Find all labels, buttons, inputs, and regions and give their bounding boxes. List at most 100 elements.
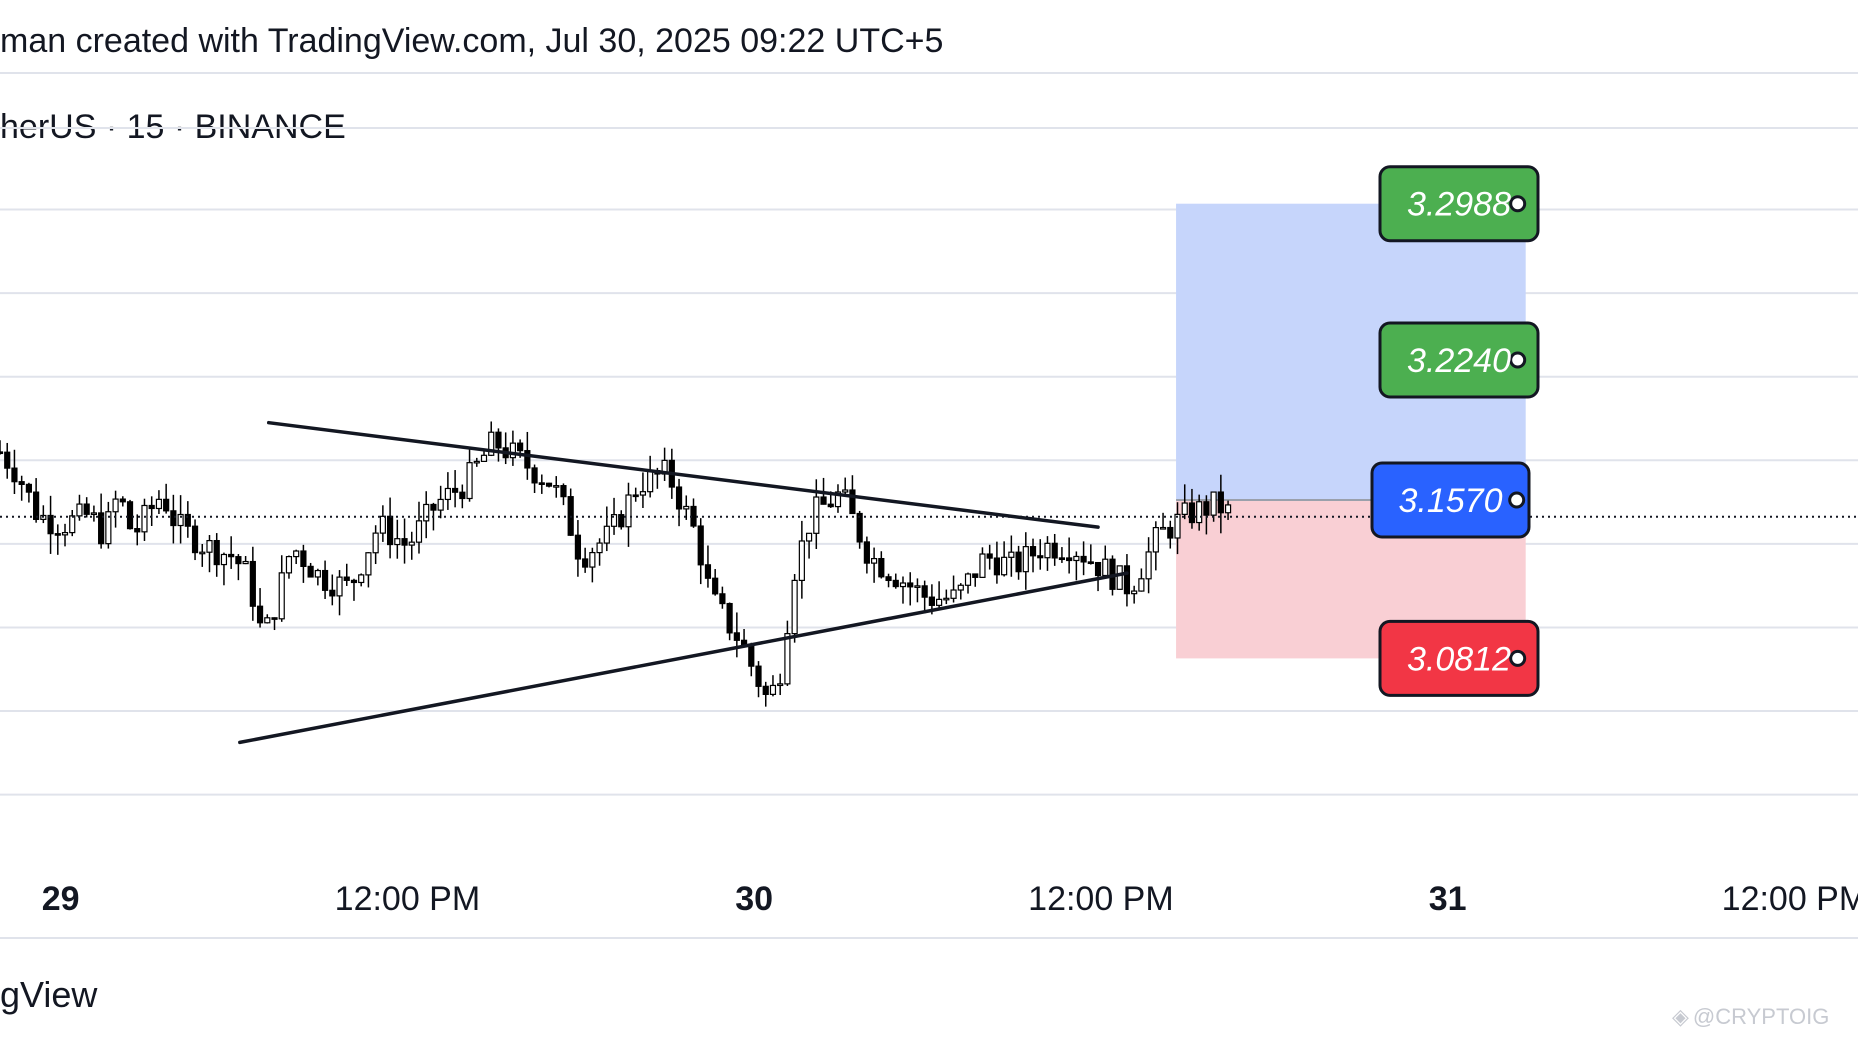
candle-body (748, 645, 755, 667)
candle-body (769, 684, 777, 695)
candle-body (1094, 561, 1102, 577)
candle-body (1058, 557, 1066, 561)
candle-body (444, 487, 451, 501)
candle-body (134, 528, 141, 533)
candle-body (47, 514, 54, 535)
candle-body (986, 553, 993, 559)
candle-body (452, 487, 459, 493)
candle-body (849, 489, 856, 515)
candle-body (350, 579, 358, 584)
badge-label: 3.1570 (1399, 482, 1503, 520)
price-badges[interactable]: 3.2988 3.2240 3.1570 3.0812 (1370, 165, 1540, 697)
candle-body (820, 496, 827, 505)
price-badge[interactable]: 3.2988 (1378, 165, 1540, 243)
x-tick-label: 31 (1429, 880, 1467, 918)
badge-box (1378, 321, 1540, 399)
candle-body (784, 633, 791, 685)
candle-body (842, 489, 849, 493)
candle-body (1181, 502, 1188, 515)
candle-body (762, 685, 769, 695)
candle-body (574, 534, 582, 560)
price-badge[interactable]: 3.2240 (1378, 321, 1540, 399)
candle-body (480, 454, 488, 462)
candle-body (683, 505, 690, 510)
candle-body (386, 515, 394, 546)
trendline-upper (266, 420, 1100, 529)
candle-body (199, 551, 206, 555)
price-badge[interactable]: 3.0812 (1378, 619, 1540, 697)
candle-body (545, 482, 553, 487)
x-tick-label: 12:00 PM (335, 880, 481, 918)
candle-body (98, 512, 105, 545)
candle-body (343, 576, 350, 581)
candle-body (509, 442, 517, 459)
watermark-text: @CRYPTOIG (1692, 1004, 1830, 1029)
x-tick-label: 12:00 PM (1028, 880, 1174, 918)
diamond-icon: ◈ (1672, 1004, 1689, 1029)
candle-body (83, 503, 90, 515)
candle-body (921, 585, 928, 598)
candle-body (33, 491, 40, 520)
candle-body (805, 532, 813, 542)
x-tick-label: 12:00 PM (1722, 880, 1858, 918)
candle-body (321, 569, 329, 591)
candle-body (61, 532, 69, 536)
candle-body (885, 576, 892, 582)
candle-body (538, 482, 545, 485)
candle-body (473, 460, 480, 464)
candle-body (950, 589, 957, 599)
candle-body (964, 573, 972, 586)
candle-body (54, 533, 61, 536)
candle-body (560, 485, 567, 498)
candle-body (1174, 513, 1181, 539)
x-tick-label: 29 (42, 880, 80, 918)
candle-body (993, 557, 1001, 576)
trendlines[interactable] (238, 420, 1129, 745)
candle-body (1138, 578, 1145, 592)
candle-body (285, 555, 293, 574)
candle-body (1196, 501, 1203, 524)
footer-brand: gView (0, 974, 98, 1015)
candle-body (1029, 546, 1037, 557)
candle-body (618, 514, 625, 528)
candle-body (18, 481, 25, 485)
candle-body (870, 557, 878, 564)
candle-body (1152, 527, 1159, 553)
candle-body (972, 573, 979, 578)
candle-body (1217, 491, 1224, 514)
candle-body (777, 683, 784, 687)
candle-body (892, 579, 899, 588)
candle-body (184, 513, 191, 527)
candle-body (336, 576, 343, 597)
candle-body (408, 541, 415, 546)
candle-body (379, 515, 386, 534)
candle-body (206, 539, 213, 553)
candle-body (899, 582, 907, 588)
grid-lines (0, 127, 1858, 796)
watermark: ◈ @CRYPTOIG (1672, 1004, 1829, 1030)
badge-label: 3.0812 (1407, 640, 1511, 678)
candle-body (69, 515, 76, 534)
candle-body (141, 504, 148, 533)
price-badge[interactable]: 3.1570 (1370, 461, 1531, 539)
candle-body (1087, 561, 1094, 565)
symbol-legend: herUS · 15 · BINANCE (0, 108, 346, 146)
candle-body (1080, 555, 1087, 563)
candle-body (719, 593, 726, 605)
candle-body (249, 560, 256, 607)
header-divider (0, 72, 1858, 74)
candle-body (856, 512, 863, 543)
candle-body (495, 431, 502, 449)
candle-body (675, 486, 683, 510)
candle-body (1051, 542, 1058, 559)
candle-body (155, 498, 163, 510)
candle-body (827, 503, 834, 508)
candle-body (213, 539, 220, 566)
candle-body (1145, 551, 1152, 580)
badge-handle (1508, 491, 1526, 509)
candle-body (423, 503, 430, 522)
candle-body (1131, 590, 1138, 595)
candle-body (220, 553, 228, 566)
candle-body (1008, 551, 1015, 558)
